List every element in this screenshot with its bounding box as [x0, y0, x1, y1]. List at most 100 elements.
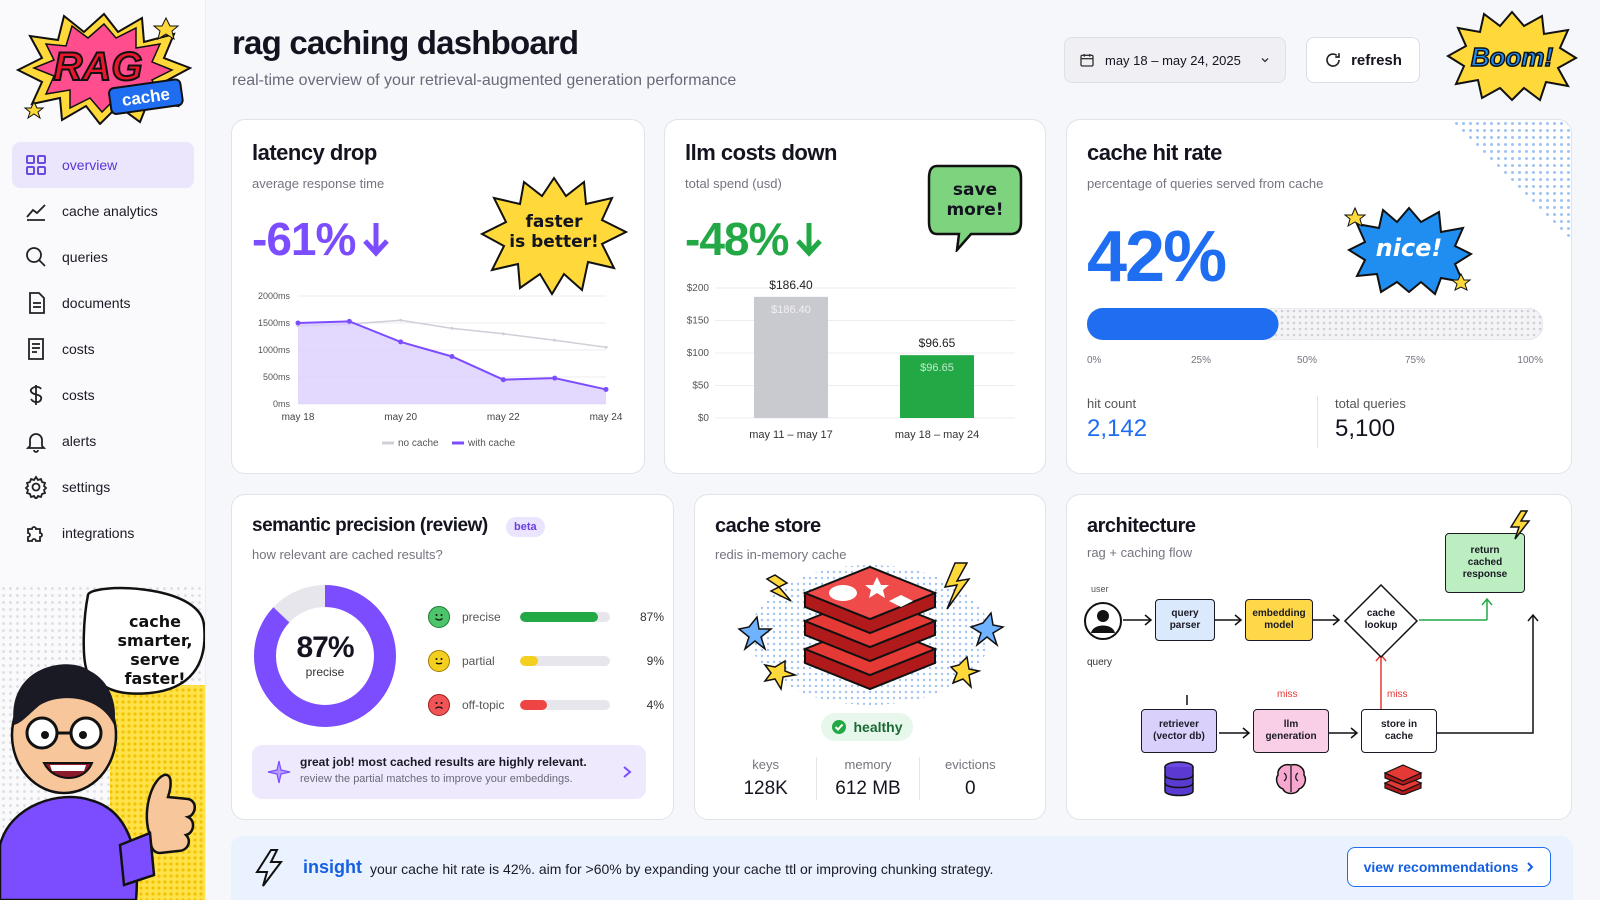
- return-cached-response-node[interactable]: return cached response: [1445, 533, 1525, 593]
- x-tick-label: may 18: [282, 412, 315, 423]
- hit-rate-subtitle: percentage of queries served from cache: [1087, 176, 1324, 191]
- y-tick-label: $200: [687, 283, 710, 294]
- retriever-node[interactable]: retriever (vector db): [1141, 709, 1217, 753]
- puzzle-icon: [27, 526, 43, 542]
- cache-lookup-label: cache lookup: [1353, 608, 1409, 632]
- sidebar-item-documents[interactable]: documents: [12, 280, 194, 326]
- store-in-cache-node[interactable]: store in cache: [1361, 709, 1437, 753]
- row-label: precise: [462, 610, 501, 624]
- cache-lookup-diamond[interactable]: [1343, 583, 1419, 659]
- arrow-down-icon: [363, 223, 390, 257]
- y-tick-label: 2000ms: [258, 291, 291, 301]
- stat-value: 0: [965, 778, 976, 799]
- redis-mini-icon: [1383, 764, 1423, 795]
- series-point: [603, 386, 609, 392]
- insight-banner: insight your cache hit rate is 42%. aim …: [231, 836, 1573, 900]
- bar: [900, 355, 974, 418]
- stat-divider: [1317, 396, 1318, 448]
- bar: [754, 296, 828, 418]
- sidebar-item-integrations[interactable]: integrations: [12, 510, 194, 556]
- note-subtitle: review the partial matches to improve yo…: [300, 773, 573, 785]
- scale-label: 25%: [1191, 355, 1212, 366]
- beta-badge: beta: [506, 517, 545, 537]
- lightning-icon: [1509, 510, 1531, 540]
- total-queries-value: 5,100: [1335, 415, 1396, 442]
- smile-face-icon: [428, 606, 450, 628]
- hit-rate-progress: [1087, 308, 1543, 340]
- series-point: [553, 338, 557, 342]
- rag-cache-logo[interactable]: RAG cache: [14, 10, 194, 125]
- sidebar-item-cache-analytics[interactable]: cache analytics: [12, 188, 194, 234]
- bell-icon: [25, 433, 47, 453]
- insight-label: insight: [303, 857, 362, 877]
- architecture-flow-lines: [1123, 597, 1539, 739]
- check-circle-icon: [832, 720, 847, 734]
- refresh-label: refresh: [1351, 51, 1402, 69]
- database-icon: [1164, 761, 1194, 797]
- sidebar-item-alerts[interactable]: alerts: [12, 418, 194, 464]
- scale-label: 50%: [1297, 355, 1318, 366]
- redis-logo-illustration: [737, 562, 1005, 705]
- legend-label: no cache: [398, 438, 439, 449]
- stat-label: keys: [752, 757, 780, 772]
- note-title: great job! most cached results are highl…: [300, 755, 587, 769]
- total-queries-block: total queries 5,100: [1335, 396, 1406, 443]
- receipt-icon: [28, 338, 44, 360]
- cache-store-title: cache store: [715, 515, 821, 537]
- sidebar-item-costs[interactable]: costs: [12, 326, 194, 372]
- scale-label: 100%: [1517, 355, 1543, 366]
- bubble-line: cache: [128, 612, 181, 631]
- sidebar-item-overview[interactable]: overview: [12, 142, 194, 188]
- y-tick-label: $150: [687, 316, 710, 327]
- latency-metric: -61%: [252, 212, 391, 266]
- embedding-model-node[interactable]: embedding model: [1245, 599, 1313, 641]
- bar-value-label: $96.65: [919, 336, 956, 350]
- miss-label-2: miss: [1387, 689, 1408, 700]
- architecture-card: architecture rag + caching flow user que…: [1066, 494, 1572, 820]
- stat-value: 612 MB: [835, 778, 901, 799]
- sidebar-item-label: documents: [62, 295, 131, 311]
- semantic-note-banner[interactable]: great job! most cached results are highl…: [252, 745, 646, 799]
- sidebar-item-costs-2[interactable]: costs: [12, 372, 194, 418]
- cache-store-card: cache store redis in-memory cache health…: [694, 494, 1046, 820]
- dollar-icon: [29, 385, 43, 405]
- node-line: store in: [1380, 719, 1418, 730]
- row-bar: [520, 700, 610, 710]
- precision-row-off-topic: off-topic 4%: [428, 683, 664, 727]
- node-line: retriever: [1158, 719, 1199, 730]
- hit-rate-scale: 0% 25% 50% 75% 100%: [1087, 355, 1543, 369]
- insight-text: your cache hit rate is 42%. aim for >60%…: [370, 861, 994, 877]
- node-line: (vector db): [1153, 731, 1205, 742]
- sidebar-item-queries[interactable]: queries: [12, 234, 194, 280]
- save-more-bubble: [927, 164, 1023, 252]
- grid-icon: [26, 155, 46, 175]
- page-title: rag caching dashboard: [232, 24, 579, 61]
- date-range-picker[interactable]: may 18 – may 24, 2025: [1064, 37, 1286, 83]
- total-queries-label: total queries: [1335, 396, 1406, 411]
- refresh-icon: [1326, 53, 1340, 67]
- series-area: [298, 321, 606, 404]
- x-tick-label: may 11 – may 17: [749, 429, 833, 441]
- row-pct: 9%: [646, 654, 664, 668]
- node-line: parser: [1169, 620, 1201, 631]
- sticker-line: save: [952, 180, 998, 200]
- health-status-badge: healthy: [821, 713, 913, 741]
- mascot-illustration: [0, 585, 205, 900]
- lightning-icon: [255, 849, 283, 887]
- brain-icon: [1275, 763, 1307, 795]
- view-recommendations-button[interactable]: view recommendations: [1347, 847, 1551, 887]
- sidebar-item-settings[interactable]: settings: [12, 464, 194, 510]
- y-tick-label: 1000ms: [258, 345, 291, 355]
- logo-rag-text: RAG: [54, 45, 143, 89]
- stat-evictions: evictions 0: [920, 757, 1021, 800]
- series-point: [346, 318, 352, 324]
- x-tick-label: may 22: [487, 412, 520, 423]
- donut-center: 87% precise: [252, 631, 398, 679]
- node-line: model: [1264, 620, 1294, 631]
- series-point: [604, 345, 608, 349]
- query-parser-node[interactable]: query parser: [1155, 599, 1215, 641]
- user-icon: [1084, 602, 1122, 640]
- node-line: generation: [1265, 731, 1317, 742]
- llm-generation-node[interactable]: llm generation: [1253, 709, 1329, 753]
- refresh-button[interactable]: refresh: [1306, 37, 1420, 83]
